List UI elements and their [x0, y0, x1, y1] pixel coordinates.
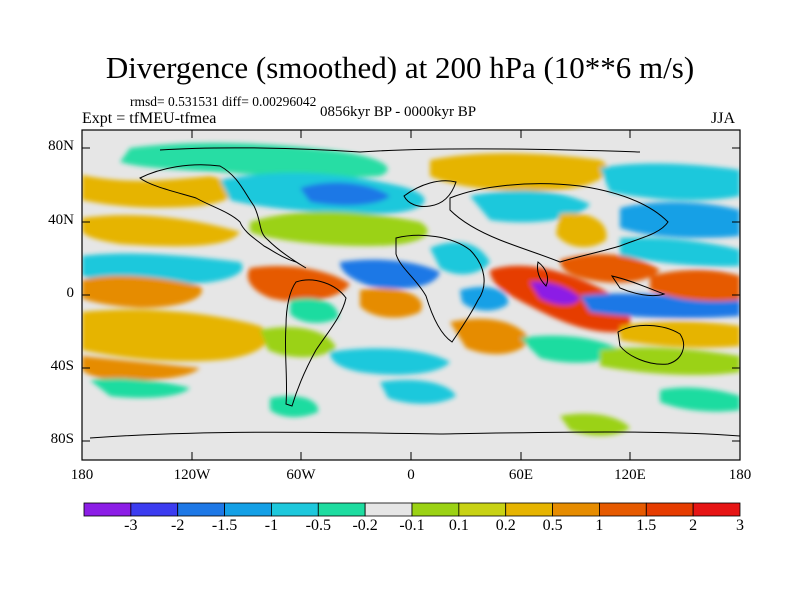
x-tick-label: 120W — [173, 467, 211, 483]
colorbar-label: -1.5 — [211, 517, 238, 534]
season-label: JJA — [711, 110, 736, 127]
colorbar-box — [505, 502, 553, 517]
colorbar-box — [83, 502, 132, 517]
x-tick-label: 60W — [286, 467, 316, 483]
coastlines — [89, 147, 740, 439]
y-tick-label: 40N — [48, 212, 74, 228]
colorbar-label: 3 — [736, 517, 744, 534]
plot-title: Divergence (smoothed) at 200 hPa (10**6 … — [105, 50, 695, 85]
colorbar-box — [458, 502, 507, 517]
colorbar-label: -3 — [124, 517, 138, 534]
colorbar-box — [645, 502, 694, 517]
colorbar-label: -0.5 — [305, 517, 331, 534]
colorbar-box — [364, 502, 413, 517]
colorbar-box — [692, 502, 741, 517]
x-tick-label: 180 — [728, 467, 752, 483]
colorbar-label: 0.1 — [448, 517, 469, 534]
colorbar-label: 2 — [689, 517, 698, 534]
x-tick-label: 120E — [614, 467, 646, 483]
divergence-field — [82, 142, 740, 436]
x-tick-label: 60E — [508, 467, 534, 483]
y-tick-label: 0 — [66, 285, 75, 301]
experiment-label: Expt = tfMEU-tfmea — [82, 110, 217, 127]
colorbar-box — [599, 502, 647, 517]
colorbar — [83, 502, 741, 517]
colorbar-label: -2 — [171, 517, 185, 534]
colorbar-box — [271, 502, 319, 517]
colorbar-box — [552, 502, 600, 517]
x-tick-label: 180 — [70, 467, 94, 483]
colorbar-label: -0.1 — [399, 517, 425, 534]
axis-ticks — [82, 130, 740, 460]
x-tick-label: 0 — [407, 467, 415, 483]
y-tick-label: 80S — [50, 431, 74, 447]
colorbar-box — [411, 502, 460, 517]
colorbar-box — [177, 502, 225, 517]
y-tick-label: 40S — [50, 358, 74, 374]
colorbar-box — [224, 502, 272, 517]
colorbar-box — [130, 502, 179, 517]
rmsd-diff-stats: rmsd= 0.531531 diff= 0.00296042 — [130, 94, 317, 109]
colorbar-label: 1 — [595, 517, 604, 534]
colorbar-label: 0.5 — [542, 517, 563, 534]
colorbar-box — [317, 502, 366, 517]
y-tick-label: 80N — [48, 138, 74, 154]
colorbar-label: 1.5 — [636, 517, 657, 534]
period-label: 0856kyr BP - 0000kyr BP — [320, 104, 477, 120]
colorbar-label: 0.2 — [495, 517, 516, 534]
colorbar-label: -1 — [264, 517, 279, 534]
colorbar-label: -0.2 — [352, 517, 378, 534]
